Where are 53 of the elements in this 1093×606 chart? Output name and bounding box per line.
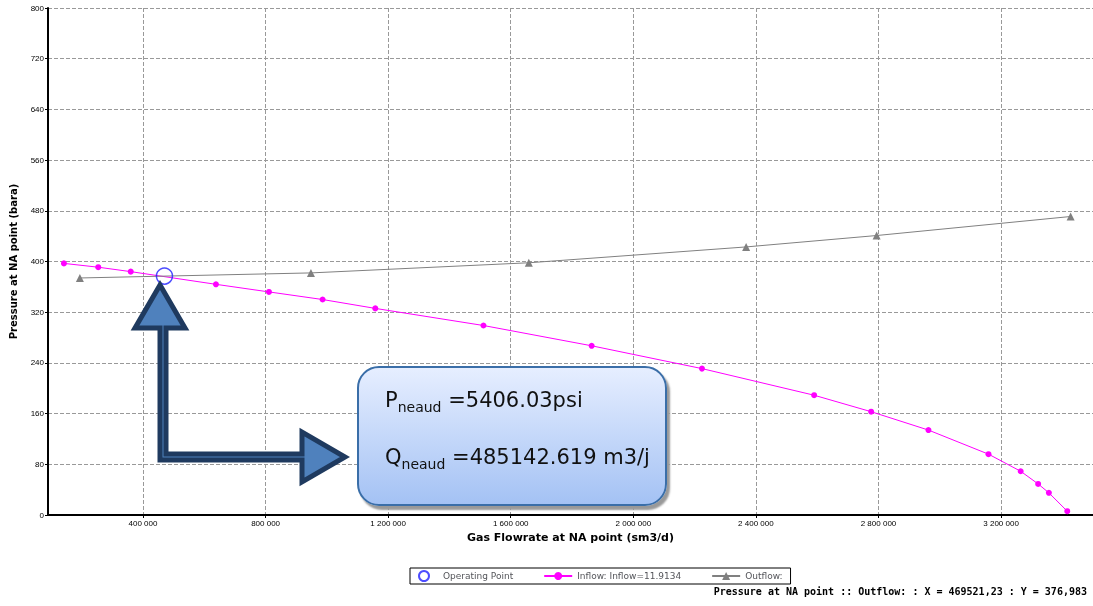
point [212, 281, 219, 288]
point [306, 268, 315, 277]
x-tick-label: 1 600 000 [492, 518, 530, 528]
annotation: P$_{neaud}$ =5406.03psi [385, 388, 584, 416]
point [1017, 468, 1024, 475]
point [811, 392, 818, 399]
point [588, 342, 595, 349]
legend-label: Inflow: Inflow=11.9134 [577, 571, 682, 581]
point [1064, 508, 1071, 515]
point [265, 288, 272, 295]
point [75, 273, 84, 282]
point [319, 296, 326, 303]
text: Pressure at NA point :: Outflow: : X = 469521,23 : Y = 376,983 [713, 586, 1087, 597]
point [985, 451, 992, 458]
point [524, 258, 533, 267]
y-tick-label: 720 [30, 54, 45, 64]
point [925, 427, 932, 434]
point [698, 365, 705, 372]
y-tick-label: 640 [30, 104, 45, 114]
y-tick-label: 80 [35, 459, 45, 469]
point [872, 231, 881, 240]
point [1035, 480, 1042, 487]
y-tick-label: 480 [30, 206, 45, 216]
x-tick-label: 3 200 000 [983, 518, 1020, 528]
point [480, 322, 487, 329]
x-tick-label: 1 200 000 [370, 518, 407, 528]
x-tick-label: 2 000 000 [615, 518, 652, 528]
point [868, 408, 875, 415]
x-tick-label: 400 000 [128, 518, 159, 528]
y-tick-label: 560 [30, 155, 45, 165]
text-box: P$_{neaud}$ =5406.03psi Q$_{neaud}$ =485142.619 m3/j [357, 366, 667, 506]
x-tick-label: 2 800 000 [860, 518, 897, 528]
y-tick-label: 800 [30, 3, 45, 13]
point [155, 267, 174, 285]
y-tick-label: 400 [30, 257, 45, 266]
x-tick-label: 2 400 000 [738, 518, 775, 528]
x-axis-title: Gas Flowrate at NA point (sm3/d) [466, 530, 675, 544]
point [742, 242, 751, 251]
legend-label: Operating Point [443, 571, 514, 581]
point [1066, 212, 1075, 221]
point [95, 264, 102, 271]
annotation: Q$_{neaud}$ =485142.619 m3/j [385, 445, 651, 473]
y-tick-label: 320 [30, 307, 45, 317]
y-tick-label: 0 [39, 510, 45, 520]
point [372, 305, 379, 312]
point [60, 260, 67, 267]
x-tick-label: 800 000 [251, 518, 281, 528]
point [1045, 489, 1052, 496]
y-tick-label: 160 [30, 409, 45, 419]
y-tick-label: 240 [30, 358, 45, 368]
legend-label: Outflow: [745, 571, 783, 581]
y-axis-title: Pressure at NA point (bara) [7, 183, 19, 340]
point [127, 268, 134, 275]
